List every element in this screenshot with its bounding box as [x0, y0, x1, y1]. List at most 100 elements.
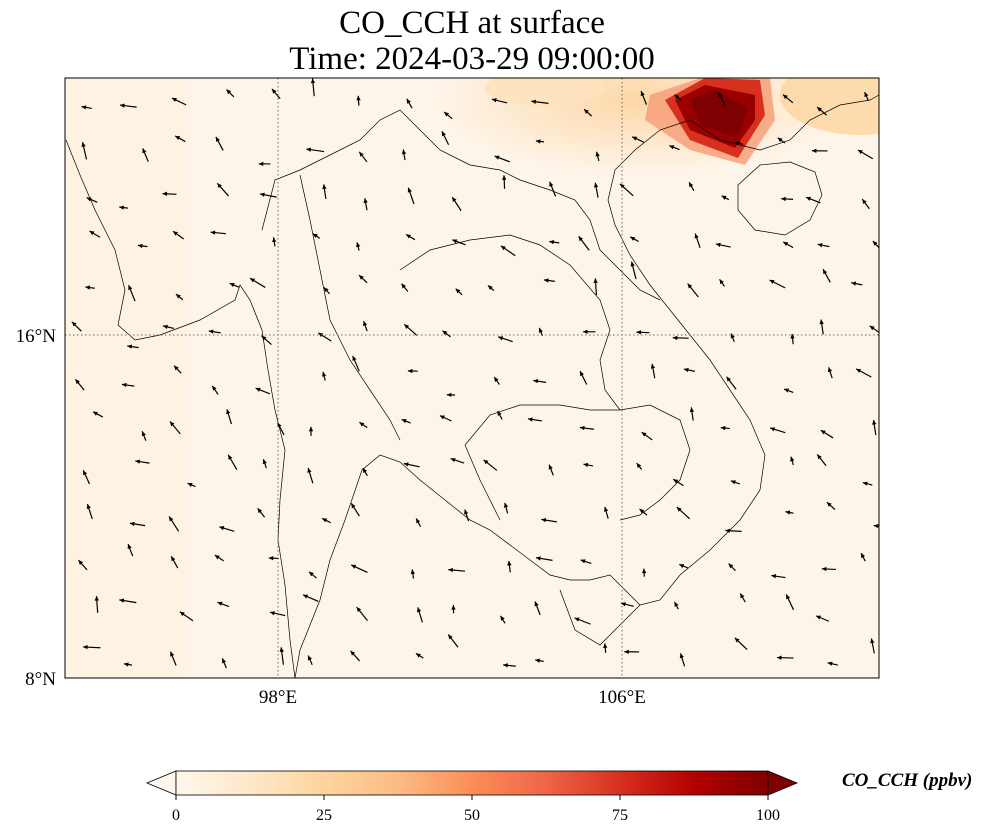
wind-arrow [302, 594, 319, 602]
wind-arrow [527, 417, 542, 422]
wind-arrow [872, 240, 879, 249]
wind-arrow [641, 568, 647, 577]
colorbar-tick-50: 50 [464, 807, 480, 824]
wind-arrow [187, 482, 196, 488]
wind-arrow [715, 242, 731, 248]
wind-arrow [162, 324, 175, 330]
wind-arrow [258, 161, 271, 167]
wind-arrow [443, 111, 453, 120]
wind-arrow [862, 481, 873, 486]
wind-arrow [672, 335, 689, 341]
wind-arrow [593, 278, 598, 296]
wind-arrow [595, 151, 600, 162]
wind-arrow [574, 617, 591, 625]
wind-arrow [483, 459, 498, 471]
wind-arrow [694, 233, 701, 249]
wind-arrow [583, 462, 594, 468]
wind-arrow [259, 192, 277, 198]
map-gridlines [65, 78, 879, 678]
wind-arrow [494, 155, 511, 163]
wind-arrow [500, 615, 506, 624]
wind-arrow [720, 425, 731, 431]
wind-arrow [74, 378, 85, 391]
wind-arrow [363, 320, 368, 332]
wind-arrow [826, 501, 836, 511]
wind-arrow [578, 235, 590, 251]
wind-arrow [851, 281, 863, 286]
wind-arrow [816, 106, 827, 116]
wind-arrow [816, 454, 827, 467]
lon-tick-98e: 98°E [259, 687, 297, 708]
wind-arrow [174, 135, 186, 143]
wind-arrow [630, 261, 637, 280]
wind-arrow [271, 88, 281, 100]
colorbar-tick-100: 100 [756, 807, 780, 824]
wind-arrow [119, 205, 128, 210]
wind-arrow [493, 376, 500, 385]
wind-arrow [817, 243, 830, 248]
map-frame [64, 77, 880, 679]
concentration-field [65, 78, 879, 678]
wind-arrow [549, 181, 557, 197]
wind-arrow [674, 94, 682, 101]
wind-arrow [448, 567, 466, 573]
wind-arrow [217, 601, 230, 608]
wind-arrow [583, 108, 593, 117]
wind-arrow [776, 655, 794, 660]
wind-arrow [403, 323, 418, 336]
wind-arrow [215, 136, 224, 151]
wind-arrow [169, 651, 177, 666]
colorbar-gradient [175, 770, 769, 796]
wind-arrow [135, 459, 150, 464]
wind-arrow [81, 142, 88, 160]
wind-arrow [168, 516, 180, 532]
wind-arrow [502, 175, 507, 189]
wind-arrow [857, 149, 874, 160]
wind-arrow [127, 344, 139, 349]
wind-arrow [169, 421, 181, 435]
wind-arrow [535, 556, 553, 561]
wind-arrow [358, 151, 368, 163]
wind-arrow [407, 368, 418, 374]
wind-arrow [249, 277, 266, 288]
wind-arrow [356, 242, 361, 251]
wind-arrow [92, 411, 104, 418]
wind-arrow [318, 332, 332, 342]
wind-arrow [455, 288, 463, 296]
wind-arrow [491, 98, 508, 104]
wind-arrow [128, 284, 136, 302]
colorbar-min-extension [145, 770, 177, 796]
wind-arrow [401, 149, 407, 161]
wind-arrow [452, 239, 466, 246]
wind-arrow [629, 236, 639, 242]
wind-arrow [725, 528, 742, 533]
wind-arrow [279, 647, 285, 665]
wind-arrow [221, 658, 227, 669]
colorbar-tick-75: 75 [612, 807, 628, 824]
wind-arrow [401, 418, 411, 424]
wind-arrow [583, 329, 596, 334]
wind-arrow [679, 653, 686, 667]
colorbar-title: CO_CCH (ppbv) [842, 770, 973, 791]
wind-arrow [533, 379, 547, 384]
map-title: CO_CCH at surface [339, 5, 605, 41]
wind-arrow [352, 355, 360, 372]
wind-arrow [350, 564, 368, 573]
co-hotspot [645, 78, 775, 165]
wind-arrow [861, 198, 870, 210]
wind-arrow [416, 607, 423, 623]
wind-arrow [321, 517, 331, 524]
wind-arrow [219, 526, 235, 532]
wind-arrow [78, 559, 88, 571]
wind-arrow [362, 467, 368, 477]
wind-arrow [415, 518, 422, 527]
wind-arrow [734, 637, 748, 650]
wind-arrow [403, 462, 420, 468]
wind-arrow [735, 141, 744, 146]
wind-arrow [639, 508, 648, 516]
lon-tick-106e: 106°E [598, 687, 646, 708]
wind-arrow [603, 643, 608, 653]
wind-arrow [790, 456, 795, 466]
wind-arrow [640, 90, 648, 105]
wind-arrow [257, 507, 266, 518]
